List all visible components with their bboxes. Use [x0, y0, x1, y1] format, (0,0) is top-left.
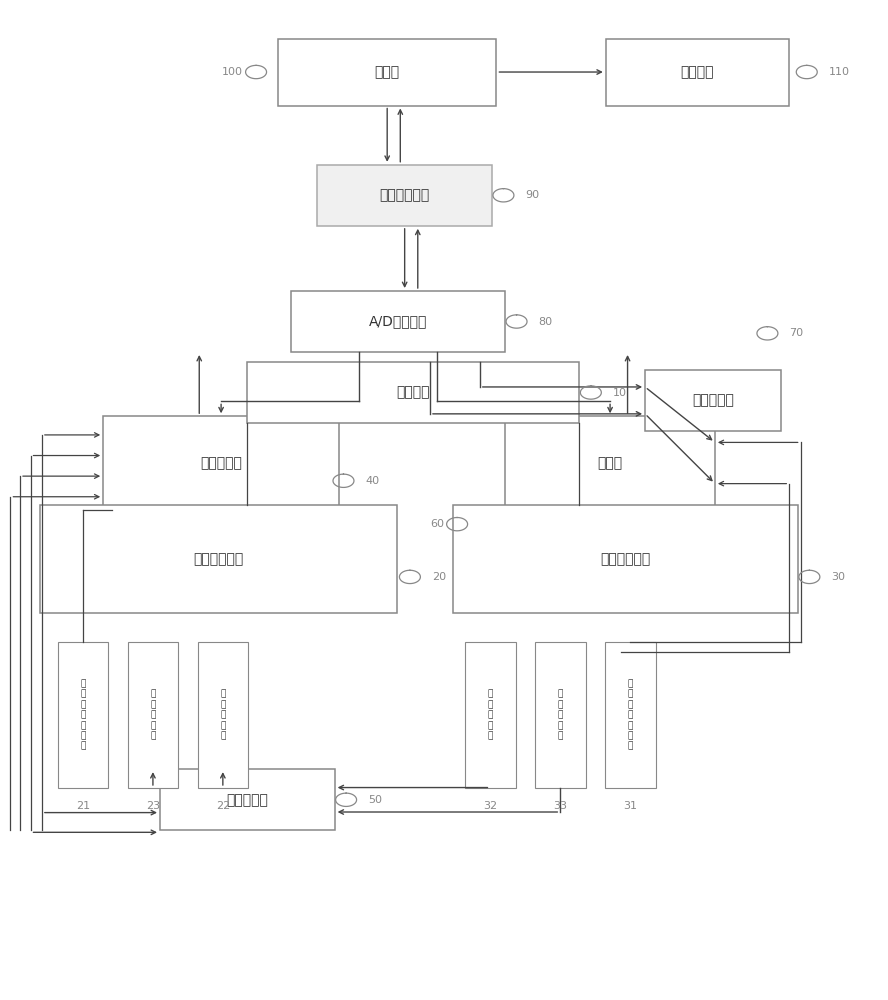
Bar	[453, 505, 798, 613]
Text: 80: 80	[538, 317, 552, 327]
Text: 第一支撑铜块: 第一支撑铜块	[194, 552, 243, 566]
Bar	[197, 642, 249, 788]
Text: 数据传输总线: 数据传输总线	[379, 188, 430, 202]
Text: 32: 32	[483, 801, 497, 811]
Bar	[278, 38, 496, 106]
Text: 功率放大器: 功率放大器	[226, 793, 268, 807]
Text: 待测样品: 待测样品	[397, 386, 430, 400]
Bar	[103, 416, 339, 510]
Text: 50: 50	[368, 795, 382, 805]
Text: 第
一
制
冷
片: 第 一 制 冷 片	[150, 690, 155, 740]
Text: 温度控制仪: 温度控制仪	[200, 456, 242, 470]
Text: 40: 40	[365, 476, 379, 486]
Text: 第
二
加
热
块: 第 二 加 热 块	[488, 690, 493, 740]
Text: 纳伏表: 纳伏表	[598, 456, 622, 470]
Bar	[645, 370, 781, 431]
Bar	[128, 642, 178, 788]
Text: A/D转换装置: A/D转换装置	[369, 315, 427, 329]
Text: 30: 30	[831, 572, 845, 582]
Text: 第
一
温
度
传
感
器: 第 一 温 度 传 感 器	[80, 679, 85, 751]
Bar	[291, 291, 505, 352]
Text: 21: 21	[76, 801, 90, 811]
Text: 噪声滤波器: 噪声滤波器	[692, 393, 733, 407]
Text: 100: 100	[222, 67, 243, 77]
Text: 23: 23	[146, 801, 160, 811]
Text: 90: 90	[526, 190, 539, 200]
Text: 第
一
加
热
块: 第 一 加 热 块	[220, 690, 226, 740]
Text: 第
二
制
冷
片: 第 二 制 冷 片	[558, 690, 563, 740]
Bar	[505, 416, 715, 510]
Text: 31: 31	[623, 801, 638, 811]
Text: 33: 33	[553, 801, 567, 811]
Bar	[465, 642, 516, 788]
Text: 绘图单元: 绘图单元	[681, 65, 714, 79]
Bar	[317, 165, 492, 226]
Text: 第二支撑铜块: 第二支撑铜块	[600, 552, 651, 566]
Text: 计算机: 计算机	[375, 65, 400, 79]
Text: 20: 20	[432, 572, 446, 582]
Text: 第
二
温
度
传
感
器: 第 二 温 度 传 感 器	[628, 679, 633, 751]
Bar	[535, 642, 585, 788]
Text: 110: 110	[829, 67, 850, 77]
Bar	[605, 642, 655, 788]
Bar	[606, 38, 789, 106]
Text: 70: 70	[789, 328, 804, 338]
Bar	[248, 362, 580, 423]
Bar	[58, 642, 108, 788]
Text: 22: 22	[216, 801, 230, 811]
Bar	[160, 769, 335, 830]
Text: 60: 60	[430, 519, 444, 529]
Text: 10: 10	[613, 388, 627, 398]
Bar	[40, 505, 397, 613]
